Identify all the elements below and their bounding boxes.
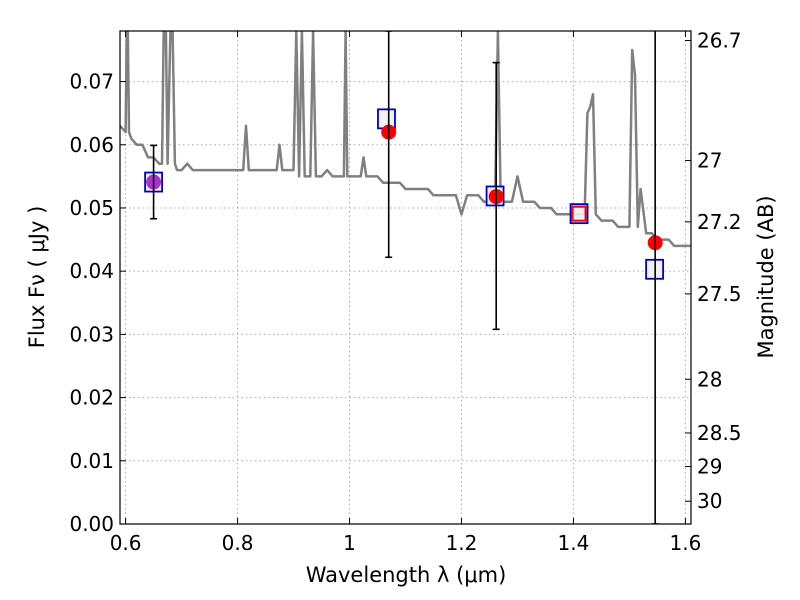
right-tick-label: 29 [697,454,722,478]
axis-ticks: 0.6 0.8 1 1.2 1.4 1.6 0.00 0.01 0.02 0.03 0.04 0.05… [69,28,741,555]
y-tick-label: 0.03 [69,322,114,346]
x-tick-label: 1.4 [558,531,590,555]
y-tick-label: 0.04 [69,259,114,283]
right-tick-label: 27 [697,149,722,173]
right-tick-label: 28.5 [697,421,742,445]
model-spectrum-group [120,31,691,248]
x-tick-label: 0.6 [110,531,142,555]
plot-frame [119,30,692,525]
y-axis-title: Flux Fν ( μJy ) [25,206,49,349]
x-tick-label: 1.2 [446,531,478,555]
right-tick-label: 28 [697,367,722,391]
x-axis-title: Wavelength λ (μm) [306,563,507,587]
model-photometry-square [569,203,589,225]
x-tick-label: 0.8 [222,531,254,555]
right-axis-title: Magnitude (AB) [754,195,778,358]
y-tick-label: 0.02 [69,386,114,410]
right-tick-label: 30 [697,489,722,513]
x-tick-label: 1.6 [669,531,701,555]
spectrum-line [120,31,691,248]
y-tick-label: 0.05 [69,196,114,220]
right-tick-label: 27.2 [697,210,742,234]
y-tick-label: 0.01 [69,449,114,473]
right-tick-label: 27.5 [697,282,742,306]
y-tick-label: 0.07 [69,70,114,94]
error-bars-group [150,31,659,524]
y-tick-label: 0.06 [69,133,114,157]
observed-photometry-marker [571,205,587,222]
right-tick-label: 26.7 [697,28,742,52]
x-tick-label: 1 [343,531,356,555]
grid-lines [120,31,691,524]
y-tick-label: 0.00 [69,512,114,536]
